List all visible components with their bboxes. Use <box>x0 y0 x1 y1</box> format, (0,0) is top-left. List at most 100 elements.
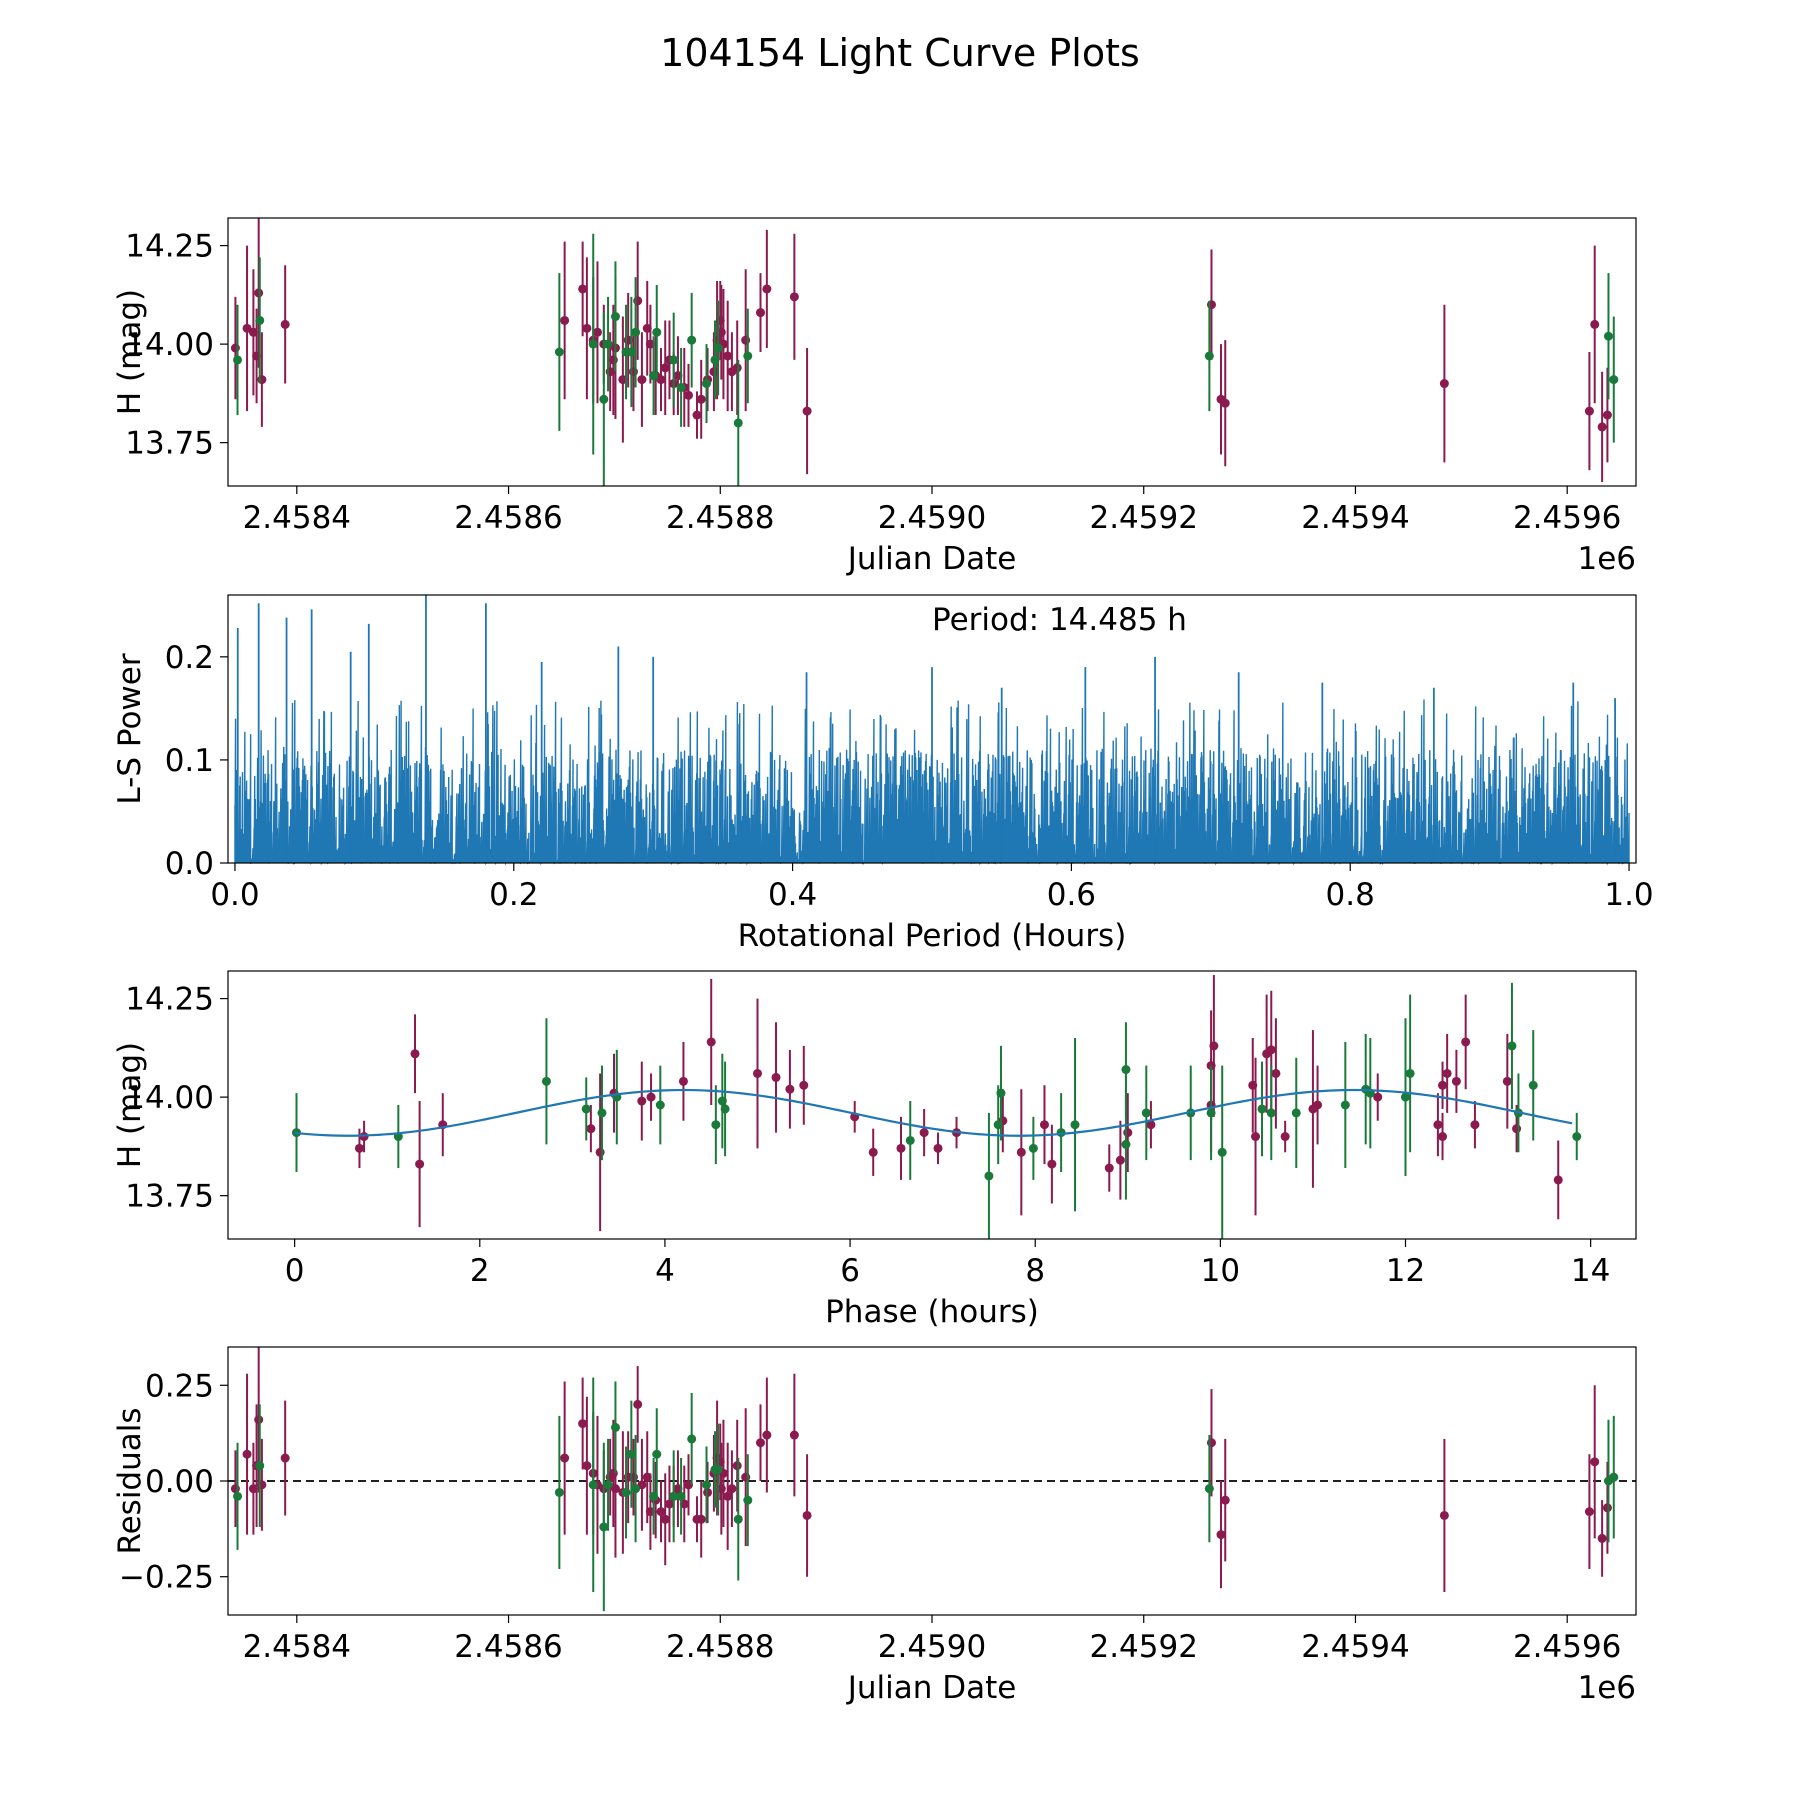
data-point <box>702 1480 712 1490</box>
x-tick-label: 0.6 <box>1047 877 1096 913</box>
data-point <box>597 1108 607 1118</box>
data-point <box>933 1143 943 1153</box>
data-point <box>1602 1503 1612 1513</box>
data-point <box>896 1143 906 1153</box>
data-point <box>785 1084 795 1094</box>
data-point <box>621 1487 631 1497</box>
data-point <box>1204 351 1214 361</box>
data-point <box>1507 1041 1517 1051</box>
data-point <box>1584 406 1594 416</box>
data-point <box>696 1514 706 1524</box>
data-point <box>586 1124 596 1134</box>
y-tick-label: 13.75 <box>125 426 214 462</box>
data-point <box>732 1461 742 1471</box>
data-point <box>631 1484 641 1494</box>
data-point <box>1597 422 1607 432</box>
data-point <box>541 1076 551 1086</box>
data-point <box>1451 1076 1461 1086</box>
data-point <box>652 327 662 337</box>
data-point <box>702 379 712 389</box>
data-point <box>652 1449 662 1459</box>
data-point <box>255 315 265 325</box>
data-point <box>581 1104 591 1114</box>
x-tick-label: 0 <box>285 1253 305 1289</box>
data-point <box>684 390 694 400</box>
data-point <box>1115 1155 1125 1165</box>
data-point <box>720 1104 730 1114</box>
data-points <box>230 1347 1619 1612</box>
x-tick-label: 6 <box>840 1253 860 1289</box>
data-point <box>582 323 592 333</box>
data-point <box>1209 1041 1219 1051</box>
data-point <box>727 1484 737 1494</box>
model-fit-line <box>294 1088 1573 1137</box>
data-point <box>1373 1092 1383 1102</box>
x-tick-label: 4 <box>655 1253 675 1289</box>
x-axis-label: Julian Date <box>846 1670 1017 1706</box>
figure-title: 104154 Light Curve Plots <box>660 31 1140 75</box>
data-point <box>762 284 772 294</box>
data-point <box>1220 1495 1230 1505</box>
data-point <box>1047 1159 1057 1169</box>
x-tick-label: 12 <box>1386 1253 1425 1289</box>
data-point <box>711 1120 721 1130</box>
data-point <box>1280 1132 1290 1142</box>
data-point <box>608 1468 618 1478</box>
data-point <box>656 375 666 385</box>
x-tick-label: 2.4594 <box>1301 1629 1409 1665</box>
x-tick-label: 2.4586 <box>454 500 562 536</box>
data-point <box>646 1092 656 1102</box>
data-point <box>631 327 641 337</box>
data-point <box>743 1495 753 1505</box>
data-point <box>410 1049 420 1059</box>
data-point <box>664 1499 674 1509</box>
y-tick-label: 14.00 <box>125 1080 214 1116</box>
data-point <box>242 1449 252 1459</box>
data-point <box>1502 1076 1512 1086</box>
y-tick-label: 0.25 <box>145 1368 214 1404</box>
data-point <box>1257 1104 1267 1114</box>
data-point <box>354 1143 364 1153</box>
data-point <box>789 292 799 302</box>
data-point <box>637 1096 647 1106</box>
data-point <box>1216 1530 1226 1540</box>
data-point <box>1572 1132 1582 1142</box>
data-point <box>1433 1120 1443 1130</box>
data-point <box>755 308 765 318</box>
data-point <box>1400 1092 1410 1102</box>
y-tick-label: 14.00 <box>125 327 214 363</box>
lightcurve-panel: 2.4584 2.4586 2.4588 2.4590 2.4592 2.4594 2.45… <box>112 217 1637 577</box>
data-point <box>637 375 647 385</box>
data-point <box>1340 1100 1350 1110</box>
x-tick-label: 2.4594 <box>1301 500 1409 536</box>
data-point <box>230 1484 240 1494</box>
data-point <box>1141 1108 1151 1118</box>
data-point <box>753 1068 763 1078</box>
data-point <box>1470 1120 1480 1130</box>
data-point <box>610 1484 620 1494</box>
x-tick-label: 2.4590 <box>878 500 986 536</box>
data-point <box>1016 1147 1026 1157</box>
data-point <box>771 1072 781 1082</box>
data-point <box>1291 1108 1301 1118</box>
data-points <box>230 218 1619 486</box>
data-point <box>802 406 812 416</box>
data-point <box>1442 1068 1452 1078</box>
data-point <box>255 1461 265 1471</box>
data-point <box>1266 1045 1276 1055</box>
data-point <box>608 355 618 365</box>
data-point <box>741 335 751 345</box>
data-point <box>678 1076 688 1086</box>
data-point <box>703 1487 713 1497</box>
data-point <box>1438 1080 1448 1090</box>
x-tick-label: 10 <box>1201 1253 1240 1289</box>
y-axis-label: H (mag) <box>112 1042 148 1168</box>
data-point <box>741 1472 751 1482</box>
data-point <box>687 335 697 345</box>
data-points <box>292 974 1582 1239</box>
data-point <box>1146 1120 1156 1130</box>
data-point <box>1271 1068 1281 1078</box>
data-point <box>280 1453 290 1463</box>
data-point <box>1512 1124 1522 1134</box>
